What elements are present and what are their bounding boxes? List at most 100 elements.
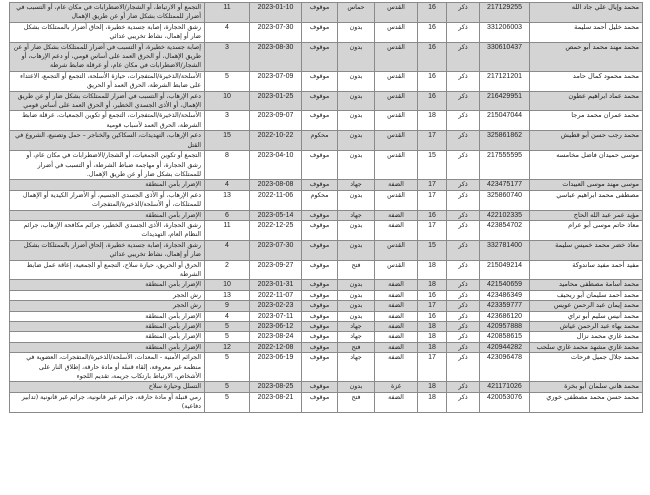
- table-row: محمد إيمان عبد الرحمن عويس 423359777 ذكر 17…: [9, 300, 643, 312]
- name-cell: محمد خليل أحمد سليمة: [529, 21, 643, 43]
- id-cell: 216429951: [479, 90, 530, 112]
- affiliation-cell: جهاد: [337, 331, 375, 343]
- status-cell: موقوف: [301, 310, 338, 323]
- charges-cell: التجمع أو تكوين الجمعيات، أو الشجار/الاض…: [9, 150, 205, 181]
- date-cell: 2023-07-09: [249, 70, 302, 92]
- count-cell: 10: [204, 90, 250, 112]
- status-cell: موقوف: [301, 341, 338, 354]
- region-cell: الضفة: [374, 331, 418, 343]
- status-cell: موقوف: [301, 21, 338, 43]
- affiliation-cell: بدون: [337, 90, 375, 112]
- table-row: مؤيد عمر عبد الله الحاج 422102335 ذكر 16 الض…: [9, 209, 643, 221]
- gender-cell: ذكر: [446, 331, 480, 343]
- status-cell: موقوف: [301, 209, 338, 221]
- region-cell: الضفة: [374, 219, 418, 241]
- name-cell: محمد حسن محمد مصطفى خوري: [529, 391, 643, 413]
- table-row: معاذ خضر محمد خميس سليمة 332781400 ذكر 15 ال…: [9, 239, 643, 261]
- name-cell: موسى حميدان فاضل مخامسه: [529, 150, 643, 181]
- date-cell: 2022-10-22: [249, 130, 302, 152]
- charges-cell: دعم الإرهاب، أو الأذى الجسدي الجسيم، أو …: [9, 189, 205, 211]
- date-cell: 2023-01-10: [249, 2, 302, 23]
- table-row: محمد رجب حسن أبو قطيش 325861862 ذكر 17 القدس…: [9, 130, 643, 152]
- date-cell: 2023-01-25: [249, 90, 302, 112]
- status-cell: موقوف: [301, 289, 338, 302]
- status-cell: محكوم: [301, 189, 338, 211]
- table-row: محمد حسن محمد مصطفى خوري 420053076 ذكر 18 ال…: [9, 391, 643, 413]
- affiliation-cell: فتح: [337, 341, 375, 354]
- date-cell: 2023-02-23: [249, 300, 302, 312]
- status-cell: موقوف: [301, 279, 338, 291]
- name-cell: معاذ حاتم موسى أبو عرام: [529, 219, 643, 241]
- table-row: محمد عمران محمد مرجا 215047044 ذكر 18 القدس ب…: [9, 110, 643, 132]
- id-cell: 330610437: [479, 41, 530, 72]
- age-cell: 17: [417, 352, 447, 383]
- status-cell: موقوف: [301, 41, 338, 72]
- gender-cell: ذكر: [446, 21, 480, 43]
- id-cell: 423686120: [479, 310, 530, 323]
- charges-cell: التجمع أو الارتباط، أو الشجار/الاضطرابات…: [9, 2, 205, 23]
- age-cell: 18: [417, 341, 447, 354]
- status-cell: موقوف: [301, 150, 338, 181]
- age-cell: 16: [417, 289, 447, 302]
- count-cell: 11: [204, 219, 250, 241]
- affiliation-cell: بدون: [337, 279, 375, 291]
- name-cell: مؤيد عمر عبد الله الحاج: [529, 209, 643, 221]
- gender-cell: ذكر: [446, 310, 480, 323]
- gender-cell: ذكر: [446, 381, 480, 393]
- count-cell: 4: [204, 239, 250, 261]
- status-cell: موقوف: [301, 90, 338, 112]
- count-cell: 10: [204, 279, 250, 291]
- date-cell: 2022-12-25: [249, 219, 302, 241]
- name-cell: محمد جلال جميل فرحات: [529, 352, 643, 383]
- status-cell: موقوف: [301, 391, 338, 413]
- id-cell: 331206003: [479, 21, 530, 43]
- gender-cell: ذكر: [446, 110, 480, 132]
- date-cell: 2023-08-30: [249, 41, 302, 72]
- name-cell: محمد محمود كمال حامد: [529, 70, 643, 92]
- name-cell: موسى مهند موسى العبيدات: [529, 179, 643, 191]
- age-cell: 16: [417, 90, 447, 112]
- charges-cell: دعم الإرهاب، أو التسبب في أضرار للممتلكا…: [9, 90, 205, 112]
- count-cell: 5: [204, 391, 250, 413]
- age-cell: 16: [417, 2, 447, 23]
- id-cell: 423359777: [479, 300, 530, 312]
- id-cell: 420957888: [479, 320, 530, 333]
- date-cell: 2023-05-14: [249, 209, 302, 221]
- date-cell: 2023-08-08: [249, 179, 302, 191]
- charges-cell: الإضرار بأمن المنطقة: [9, 341, 205, 354]
- charges-cell: التسلل وحيازة سلاح: [9, 381, 205, 393]
- id-cell: 332781400: [479, 239, 530, 261]
- status-cell: موقوف: [301, 2, 338, 23]
- gender-cell: ذكر: [446, 320, 480, 333]
- table-row: محمد أسامة مصطفى محاميد 421540659 ذكر 18 الض…: [9, 279, 643, 291]
- name-cell: محمد مهند محمد أبو حمص: [529, 41, 643, 72]
- age-cell: 16: [417, 310, 447, 323]
- region-cell: الضفة: [374, 310, 418, 323]
- region-cell: القدس: [374, 150, 418, 181]
- age-cell: 15: [417, 150, 447, 181]
- date-cell: 2023-08-24: [249, 331, 302, 343]
- gender-cell: ذكر: [446, 300, 480, 312]
- table-row: محمد جلال جميل فرحات 423096478 ذكر 17 الضفة ج…: [9, 352, 643, 383]
- gender-cell: ذكر: [446, 2, 480, 23]
- age-cell: 17: [417, 189, 447, 211]
- age-cell: 18: [417, 331, 447, 343]
- gender-cell: ذكر: [446, 289, 480, 302]
- id-cell: 215047044: [479, 110, 530, 132]
- name-cell: معاذ خضر محمد خميس سليمة: [529, 239, 643, 261]
- count-cell: 3: [204, 41, 250, 72]
- id-cell: 420944282: [479, 341, 530, 354]
- charges-cell: إصابة جسدية خطيرة، أو التسبب في أضرار لل…: [9, 41, 205, 72]
- age-cell: 17: [417, 300, 447, 312]
- status-cell: موقوف: [301, 381, 338, 393]
- count-cell: 15: [204, 130, 250, 152]
- status-cell: موقوف: [301, 300, 338, 312]
- name-cell: محمد أنيس سليم أبو تراي: [529, 310, 643, 323]
- region-cell: الضفة: [374, 289, 418, 302]
- id-cell: 420858615: [479, 331, 530, 343]
- region-cell: القدس: [374, 110, 418, 132]
- region-cell: القدس: [374, 189, 418, 211]
- region-cell: الضفة: [374, 341, 418, 354]
- count-cell: 4: [204, 310, 250, 323]
- charges-cell: الإضرار بأمن المنطقة: [9, 331, 205, 343]
